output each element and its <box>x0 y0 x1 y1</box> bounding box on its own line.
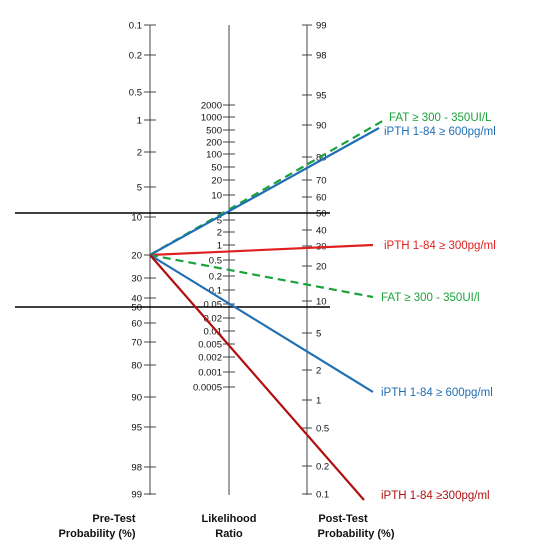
posttest-tick-label: 80 <box>316 153 327 164</box>
nomogram-line-ipth300-negative <box>149 254 365 501</box>
pretest-tick-label: 99 <box>131 490 142 501</box>
line-label-ipth300-negative: iPTH 1-84 ≥300pg/ml <box>381 490 490 502</box>
posttest-tick-label: 90 <box>316 121 327 132</box>
lr-title-line2: Ratio <box>215 528 243 540</box>
lr-tick-label: 2000 <box>201 101 222 112</box>
lr-tick-label: 0.5 <box>209 256 222 267</box>
posttest-tick-label: 70 <box>316 176 327 187</box>
line-label-ipth600-negative: iPTH 1-84 ≥ 600pg/ml <box>381 387 493 399</box>
lr-tick-label: 2 <box>217 228 222 239</box>
posttest-tick-label: 0.2 <box>316 462 329 473</box>
nomogram-line-ipth600-negative <box>149 254 374 393</box>
pretest-tick-label: 5 <box>137 183 142 194</box>
pretest-tick-label: 30 <box>131 274 142 285</box>
posttest-tick-label: 10 <box>316 297 327 308</box>
lr-tick-label: 0.002 <box>198 353 222 364</box>
lr-tick-label: 500 <box>206 126 222 137</box>
nomogram-line-fat-negative <box>149 253 374 299</box>
lr-tick-label: 0.1 <box>209 286 222 297</box>
line-label-fat-positive: FAT ≥ 300 - 350UI/L <box>389 112 492 124</box>
posttest-title-line1: Post-Test <box>318 513 368 525</box>
pretest-tick-label: 95 <box>131 423 142 434</box>
lr-tick-label: 5 <box>217 216 222 227</box>
lr-tick-label: 50 <box>211 163 222 174</box>
lr-tick-label: 10 <box>211 191 222 202</box>
lr-tick-label: 200 <box>206 138 222 149</box>
lr-tick-label: 20 <box>211 176 222 187</box>
pretest-tick-label: 40 <box>131 294 142 305</box>
pretest-tick-label: 0.2 <box>129 51 142 62</box>
nomogram-line-ipth600-positive <box>149 127 380 256</box>
lr-tick-label: 1 <box>217 241 222 252</box>
posttest-tick-label: 50 <box>316 209 327 220</box>
pretest-tick-label: 0.5 <box>129 88 142 99</box>
line-label-ipth300-positive: iPTH 1-84 ≥ 300pg/ml <box>384 240 496 252</box>
nomogram-lines <box>149 118 387 501</box>
posttest-tick-label: 99 <box>316 21 327 32</box>
posttest-tick-label: 95 <box>316 91 327 102</box>
pretest-tick-label: 1 <box>137 116 142 127</box>
pretest-tick-label: 0.1 <box>129 21 142 32</box>
lr-tick-label: 1000 <box>201 113 222 124</box>
line-label-ipth600-positive: iPTH 1-84 ≥ 600pg/ml <box>384 126 496 138</box>
pretest-title-line2: Probability (%) <box>58 528 135 540</box>
posttest-tick-label: 0.1 <box>316 490 329 501</box>
pretest-tick-label: 20 <box>131 251 142 262</box>
pretest-tick-label: 98 <box>131 463 142 474</box>
posttest-ticks: 9998959080706050403020105210.50.20.1 <box>302 21 329 501</box>
pretest-title-line1: Pre-Test <box>92 513 136 525</box>
pretest-tick-label: 90 <box>131 393 142 404</box>
posttest-tick-label: 0.5 <box>316 424 329 435</box>
posttest-tick-label: 1 <box>316 396 321 407</box>
lr-tick-label: 0.2 <box>209 272 222 283</box>
posttest-tick-label: 60 <box>316 193 327 204</box>
lr-tick-label: 0.02 <box>204 314 223 325</box>
lr-tick-label: 0.0005 <box>193 383 222 394</box>
posttest-title-line2: Probability (%) <box>317 528 394 540</box>
pretest-tick-label: 10 <box>131 213 142 224</box>
lr-tick-label: 0.001 <box>198 368 222 379</box>
pretest-tick-label: 80 <box>131 361 142 372</box>
posttest-tick-label: 98 <box>316 51 327 62</box>
lr-tick-label: 100 <box>206 150 222 161</box>
posttest-tick-label: 40 <box>316 226 327 237</box>
posttest-tick-label: 20 <box>316 262 327 273</box>
nomogram-line-ipth300-positive <box>149 243 374 257</box>
lr-tick-label: 0.05 <box>204 300 223 311</box>
pretest-tick-label: 50 <box>131 303 142 314</box>
lr-tick-label: 0.005 <box>198 340 222 351</box>
posttest-tick-label: 5 <box>316 329 321 340</box>
pretest-tick-label: 60 <box>131 319 142 330</box>
pretest-tick-label: 2 <box>137 148 142 159</box>
lr-tick-label: 0.01 <box>204 327 223 338</box>
line-label-fat-negative: FAT ≥ 300 - 350UI/l <box>381 292 480 304</box>
pretest-tick-label: 70 <box>131 338 142 349</box>
lr-title-line1: Likelihood <box>202 513 257 525</box>
posttest-tick-label: 2 <box>316 366 321 377</box>
